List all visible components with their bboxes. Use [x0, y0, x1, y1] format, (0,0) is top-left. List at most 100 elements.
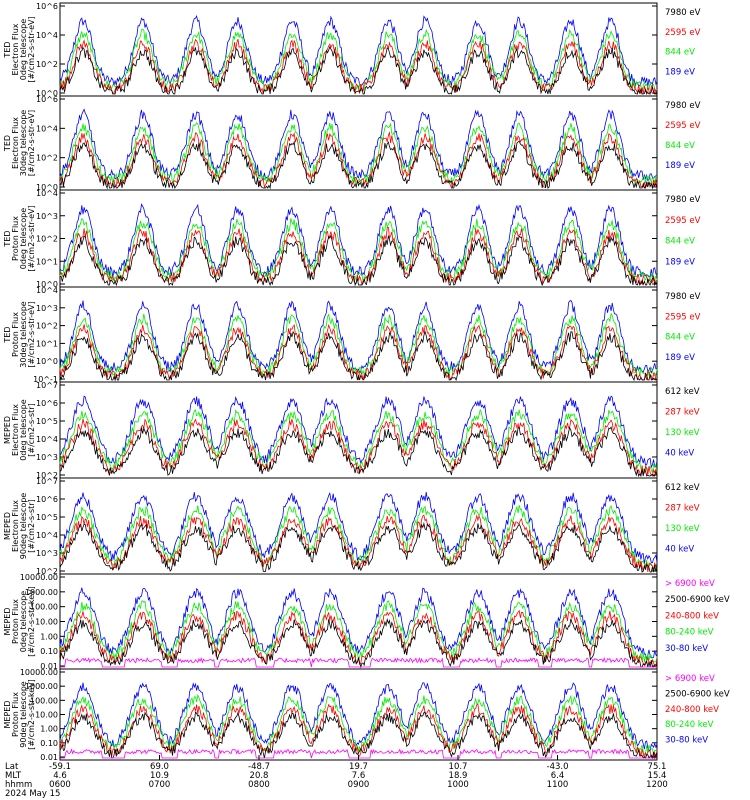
panel-ylabel-line: MEPED — [3, 416, 12, 444]
footer-mlt-value: 15.4 — [648, 771, 667, 781]
legend-entry: 2595 eV — [665, 121, 701, 131]
ytick-label: 10^0 — [36, 357, 58, 366]
panel-ylabel-line: 0deg telescope — [19, 208, 28, 269]
footer-lat-value: 75.1 — [648, 762, 667, 772]
ytick-label: 1000.00 — [25, 588, 58, 597]
series-black-panel-2 — [59, 140, 658, 190]
panel-frame-5 — [59, 381, 658, 479]
series-green-panel-1 — [59, 28, 658, 92]
footer-time-value: 0900 — [348, 780, 370, 790]
ytick-label: 0.01 — [40, 662, 58, 671]
legend-entry: > 6900 keV — [665, 674, 715, 684]
footer-time-value: 1200 — [646, 780, 668, 790]
legend-entry: 130 keV — [665, 524, 700, 534]
panel-ylabel-line: MEPED — [3, 701, 12, 729]
ytick-label: 10^2 — [36, 154, 58, 163]
ytick-label: 1000.00 — [25, 682, 58, 691]
series-black-panel-3 — [59, 234, 658, 287]
ytick-label: 10.00 — [35, 711, 58, 720]
legend-entry: 30-80 keV — [665, 736, 708, 746]
footer-lat-value: -43.0 — [547, 762, 569, 772]
series-green-panel-2 — [59, 122, 658, 185]
series-red-panel-1 — [59, 38, 658, 96]
footer-lat-value: 69.0 — [150, 762, 169, 772]
ytick-label: 10^4 — [36, 286, 58, 295]
panel-ylabel-line: Proton Flux — [11, 216, 20, 261]
panel-ylabel-line: MEPED — [3, 608, 12, 636]
footer-mlt-value: 6.4 — [551, 771, 565, 781]
footer-time-value: 1100 — [547, 780, 569, 790]
ytick-label: 10^2 — [36, 567, 58, 576]
ytick-label: 0.10 — [40, 647, 58, 656]
footer-mlt-value: 4.6 — [53, 771, 67, 781]
panel-ylabel-line: 30deg telescope — [19, 301, 28, 368]
series-green-panel-6 — [59, 505, 658, 571]
footer-date: 2024 May 15 — [5, 789, 60, 799]
legend-entry: 189 eV — [665, 161, 695, 171]
legend-entry: 240-800 keV — [665, 611, 719, 621]
ytick-label: 10^7 — [36, 477, 58, 486]
series-red-panel-6 — [59, 514, 658, 572]
panel-ylabel-line: Electron Flux — [11, 500, 20, 552]
series-black-panel-5 — [59, 426, 658, 478]
ytick-label: 10^-1 — [33, 375, 58, 384]
footer-mlt-value: 20.8 — [250, 771, 269, 781]
footer-lat-value: 10.7 — [449, 762, 468, 772]
panel-ylabel-line: 0deg telescope — [19, 591, 28, 652]
series-red-panel-4 — [59, 323, 658, 382]
panel-ylabel-line: Proton Flux — [11, 692, 20, 737]
ytick-label: 10^2 — [36, 235, 58, 244]
panel-ylabel-line: [#/cm2-s-str] — [27, 499, 36, 552]
ytick-label: 1.00 — [40, 725, 58, 734]
legend-entry: 2500-6900 keV — [665, 595, 730, 605]
legend-entry: 612 keV — [665, 483, 700, 493]
ytick-label: 10000.00 — [20, 573, 58, 582]
series-black-panel-4 — [59, 330, 658, 382]
ytick-label: 10^7 — [36, 381, 58, 390]
legend-entry: 287 keV — [665, 408, 700, 418]
footer-time-value: 1000 — [447, 780, 469, 790]
panel-ylabel-line: TED — [3, 135, 12, 152]
legend-entry: 2500-6900 keV — [665, 689, 730, 699]
ytick-label: 10^3 — [36, 453, 58, 462]
legend-entry: 40 keV — [665, 545, 694, 555]
panel-ylabel-line: [#/cm2-s-str-eV] — [27, 110, 36, 176]
legend-entry: 844 eV — [665, 48, 695, 58]
series-blue-panel-2 — [59, 108, 658, 181]
footer-mlt-value: 7.6 — [352, 771, 366, 781]
legend-entry: 7980 eV — [665, 195, 701, 205]
series-black-panel-1 — [59, 45, 658, 96]
panel-ylabel-line: [#/cm2-s-str-keV] — [27, 679, 36, 750]
panel-ylabel-line: [#/cm2-s-str] — [27, 403, 36, 456]
footer-row-hhmm: hhmm — [5, 780, 32, 790]
series-green-panel-4 — [59, 312, 658, 378]
panel-ylabel-line: TED — [3, 326, 12, 343]
panel-ylabel-line: Electron Flux — [11, 117, 20, 169]
panel-ylabel-line: 30deg telescope — [19, 110, 28, 177]
footer-time-value: 0800 — [248, 780, 270, 790]
legend-entry: 189 eV — [665, 257, 695, 267]
ytick-label: 10^5 — [36, 417, 58, 426]
series-black-panel-7 — [59, 617, 658, 669]
panel-ylabel-line: Electron Flux — [11, 404, 20, 456]
ytick-label: 10^1 — [36, 339, 58, 348]
legend-entry: 612 keV — [665, 387, 700, 397]
panel-ylabel-line: [#/cm2-s-str-keV] — [27, 586, 36, 657]
legend-entry: 80-240 keV — [665, 720, 714, 730]
footer-mlt-value: 10.9 — [150, 771, 169, 781]
legend-entry: 7980 eV — [665, 101, 701, 111]
ytick-label: 10^3 — [36, 304, 58, 313]
footer-row-lat: Lat — [5, 762, 19, 772]
ytick-label: 10^2 — [36, 322, 58, 331]
legend-entry: 2595 eV — [665, 28, 701, 38]
panel-ylabel-line: TED — [3, 230, 12, 247]
legend-entry: 7980 eV — [665, 292, 701, 302]
footer-row-mlt: MLT — [5, 771, 22, 781]
ytick-label: 10^5 — [36, 513, 58, 522]
legend-entry: 844 eV — [665, 141, 695, 151]
ytick-label: 100.00 — [30, 603, 58, 612]
ytick-label: 10.00 — [35, 618, 58, 627]
series-blue-panel-8 — [59, 682, 658, 753]
panel-frame-4 — [59, 286, 658, 383]
